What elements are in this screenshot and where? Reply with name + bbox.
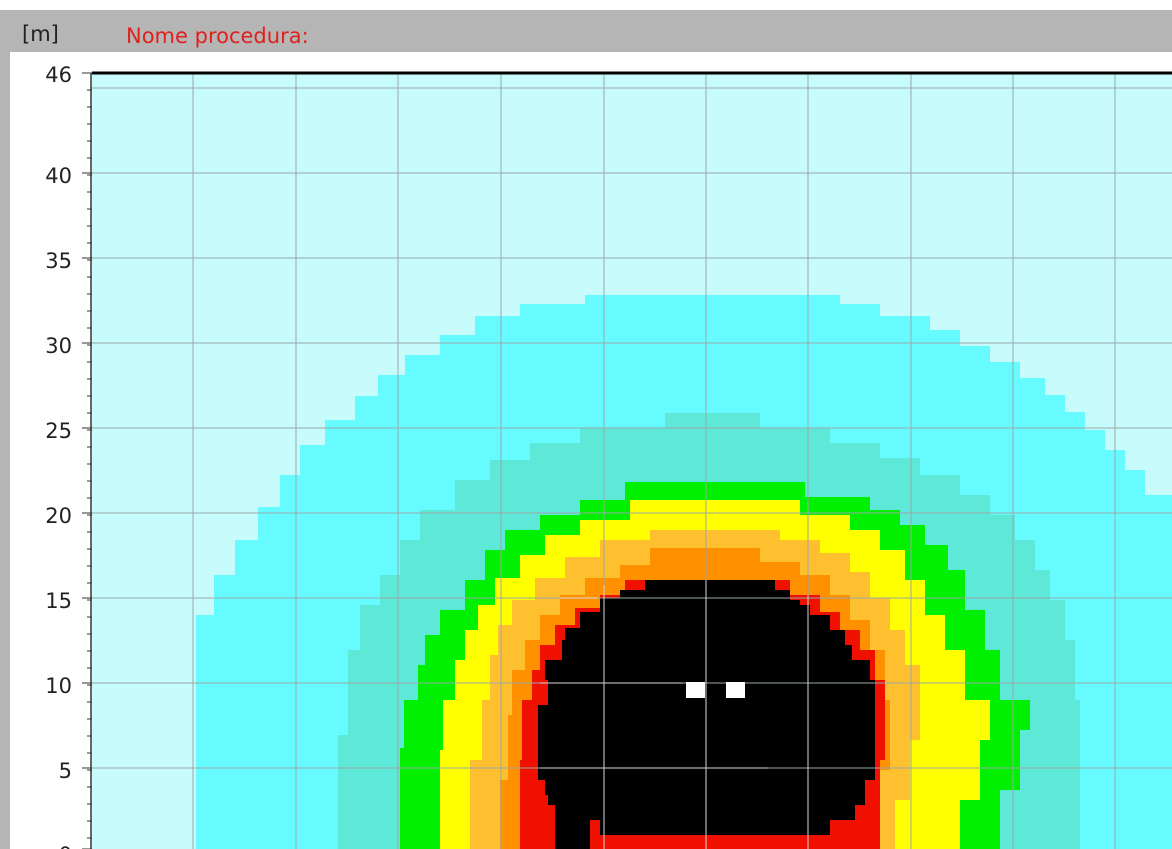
source-marker[interactable]: [686, 682, 705, 698]
y-tick-label: 0: [59, 843, 72, 849]
plot-area: [92, 73, 1172, 849]
y-tick-label: 5: [59, 759, 72, 783]
y-tick-label: 46: [45, 63, 72, 87]
y-axis: 46 40 35 30 25 20 15 10 5 0: [45, 63, 72, 849]
y-tick-label: 35: [45, 249, 72, 273]
procedure-name-label: Nome procedura:: [126, 24, 309, 48]
title-bar: [10, 10, 1172, 52]
source-marker[interactable]: [726, 682, 745, 698]
grid-lines: [92, 73, 1172, 849]
y-tick-label: 40: [45, 164, 72, 188]
y-tick-label: 15: [45, 589, 72, 613]
y-tick-label: 30: [45, 334, 72, 358]
y-tick-label: 20: [45, 504, 72, 528]
y-tick-label: 10: [45, 674, 72, 698]
left-frame: [0, 10, 10, 849]
y-tick-label: 25: [45, 419, 72, 443]
axis-unit-label: [m]: [22, 22, 59, 46]
y-axis-minor-ticks: [82, 72, 92, 849]
